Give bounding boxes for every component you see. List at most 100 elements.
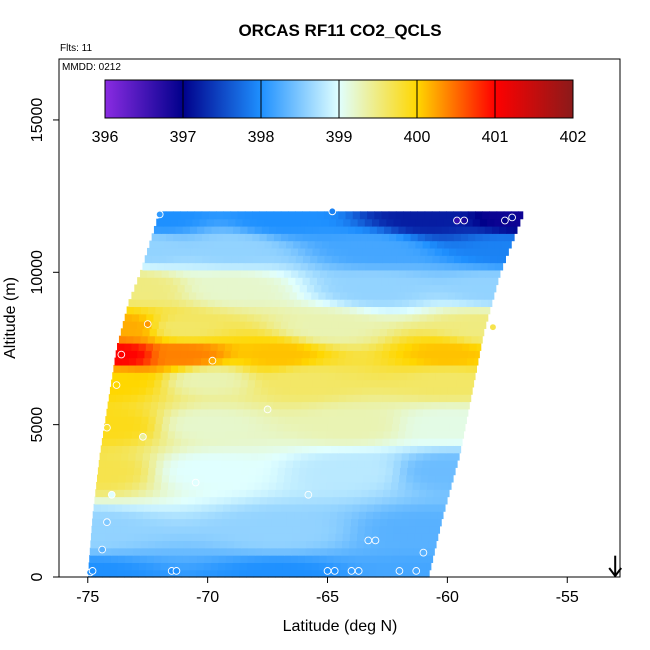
heatmap-cell	[262, 379, 270, 388]
heatmap-cell	[190, 247, 198, 256]
heatmap-cell	[158, 350, 167, 359]
heatmap-cell	[410, 503, 418, 512]
x-tick-label: -65	[316, 589, 339, 606]
heatmap-cell	[408, 452, 417, 461]
heatmap-cell	[156, 262, 165, 271]
heatmap-cell	[161, 247, 170, 256]
heatmap-cell	[211, 481, 220, 490]
heatmap-cell	[427, 379, 436, 388]
heatmap-cell	[451, 408, 460, 417]
heatmap-cell	[290, 379, 299, 388]
heatmap-cell	[111, 474, 120, 483]
heatmap-cell	[477, 313, 485, 322]
heatmap-cell	[237, 445, 246, 454]
heatmap-cell	[124, 489, 132, 498]
heatmap-cell	[318, 342, 327, 351]
heatmap-cell	[449, 474, 454, 483]
heatmap-cell	[201, 277, 210, 286]
heatmap-cell	[460, 321, 469, 329]
heatmap-cell	[384, 555, 392, 563]
heatmap-cell	[353, 496, 362, 505]
heatmap-cell	[229, 511, 238, 520]
heatmap-cell	[175, 225, 184, 234]
heatmap-cell	[300, 364, 309, 373]
heatmap-cell	[234, 540, 242, 549]
heatmap-cell	[318, 569, 326, 578]
heatmap-cell	[140, 423, 148, 432]
heatmap-cell	[412, 313, 421, 322]
heatmap-cell	[450, 467, 456, 476]
heatmap-cell	[370, 547, 379, 556]
heatmap-cell	[416, 401, 425, 410]
heatmap-cell	[488, 299, 493, 308]
heatmap-cell	[432, 321, 440, 329]
heatmap-cell	[437, 364, 445, 373]
heatmap-cell	[265, 357, 274, 366]
heatmap-cell	[316, 277, 325, 286]
heatmap-cell	[405, 481, 414, 490]
heatmap-cell	[257, 452, 266, 461]
heatmap-cell	[352, 401, 360, 410]
heatmap-cell	[331, 211, 339, 220]
heatmap-cell	[171, 518, 179, 527]
heatmap-cell	[419, 430, 428, 439]
heatmap-cell	[329, 452, 338, 461]
heatmap-cell	[417, 277, 426, 286]
heatmap-cell	[232, 481, 241, 490]
heatmap-cell	[383, 313, 392, 322]
heatmap-cell	[148, 416, 157, 425]
heatmap-cell	[335, 284, 344, 293]
heatmap-cell	[465, 284, 473, 293]
heatmap-cell	[297, 562, 305, 571]
heatmap-cell	[152, 489, 161, 498]
heatmap-cell	[275, 562, 284, 571]
heatmap-cell	[355, 225, 364, 234]
heatmap-cell	[219, 423, 228, 432]
heatmap-cell	[204, 555, 213, 563]
heatmap-cell	[449, 269, 458, 278]
heatmap-cell	[424, 503, 433, 512]
heatmap-cell	[230, 321, 239, 329]
heatmap-cell	[252, 350, 261, 359]
heatmap-cell	[349, 540, 358, 549]
heatmap-cell	[284, 372, 293, 381]
heatmap-cell	[287, 503, 296, 512]
heatmap-cell	[134, 284, 143, 293]
heatmap-cell	[160, 562, 169, 571]
heatmap-cell	[347, 386, 356, 395]
heatmap-cell	[247, 269, 256, 278]
heatmap-cell	[357, 218, 366, 227]
heatmap-cell	[118, 547, 127, 556]
heatmap-cell	[307, 364, 316, 373]
heatmap-cell	[179, 357, 188, 366]
heatmap-cell	[441, 225, 450, 234]
heatmap-cell	[114, 452, 122, 461]
heatmap-cell	[419, 481, 428, 490]
heatmap-cell	[294, 511, 302, 520]
heatmap-cell	[439, 394, 448, 403]
heatmap-cell	[248, 547, 256, 556]
heatmap-cell	[235, 240, 244, 249]
heatmap-cell	[332, 342, 341, 351]
heatmap-cell	[228, 364, 237, 373]
heatmap-cell	[193, 357, 202, 366]
heatmap-cell	[401, 240, 409, 249]
heatmap-cell	[309, 445, 318, 454]
heatmap-cell	[173, 255, 182, 264]
heatmap-cell	[251, 445, 260, 454]
heatmap-cell	[338, 496, 347, 505]
heatmap-cell	[340, 430, 349, 439]
heatmap-cell	[252, 496, 261, 505]
heatmap-cell	[147, 247, 155, 256]
heatmap-cell	[362, 481, 371, 490]
heatmap-cell	[312, 225, 320, 234]
heatmap-cell	[120, 364, 129, 373]
heatmap-cell	[386, 408, 395, 417]
heatmap-cell	[378, 467, 387, 476]
heatmap-cell	[318, 562, 327, 571]
heatmap-cell	[386, 518, 395, 527]
heatmap-cell	[240, 555, 249, 563]
heatmap-cell	[167, 386, 176, 395]
heatmap-cell	[376, 481, 385, 490]
heatmap-cell	[432, 233, 440, 242]
